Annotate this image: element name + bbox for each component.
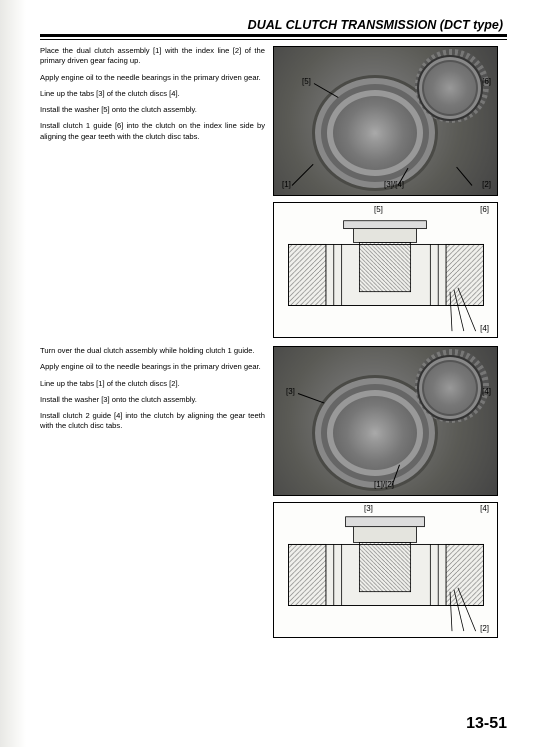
instruction-text: Apply engine oil to the needle bearings … [40,362,265,372]
cross-section-diagram [274,203,497,337]
instruction-text: Turn over the dual clutch assembly while… [40,346,265,356]
callout-label: [3]/[4] [384,180,404,189]
gear-icon [415,49,489,123]
section-2-text: Turn over the dual clutch assembly while… [40,346,265,638]
section-1: Place the dual clutch assembly [1] with … [40,46,507,338]
callout-label: [4] [480,504,489,513]
instruction-text: Install the washer [3] onto the clutch a… [40,395,265,405]
page-header-title: DUAL CLUTCH TRANSMISSION (DCT type) [40,18,507,32]
callout-label: [5] [374,205,383,214]
callout-label: [5] [302,77,311,86]
header-rule [40,34,507,40]
section-1-figures: [5] [6] [1] [3]/[4] [2] [273,46,507,338]
callout-label: [4] [480,324,489,333]
leader-line [314,83,339,98]
callout-label: [6] [482,77,491,86]
leader-line [456,167,472,186]
leader-line [298,393,325,404]
instruction-text: Install clutch 2 guide [4] into the clut… [40,411,265,432]
cross-section-diagram [274,503,497,637]
callout-label: [3] [286,387,295,396]
instruction-text: Line up the tabs [3] of the clutch discs… [40,89,265,99]
figure-diagram-1: [5] [6] [4] [273,202,498,338]
leader-line [446,83,464,94]
figure-diagram-2: [3] [4] [2] [273,502,498,638]
figure-photo-2: [3] [4] [1]/[2] [273,346,498,496]
instruction-text: Apply engine oil to the needle bearings … [40,73,265,83]
figure-photo-1: [5] [6] [1] [3]/[4] [2] [273,46,498,196]
page-number: 13-51 [466,715,507,733]
callout-label: [3] [364,504,373,513]
section-1-text: Place the dual clutch assembly [1] with … [40,46,265,338]
callout-label: [6] [480,205,489,214]
callout-label: [2] [480,624,489,633]
callout-label: [4] [482,387,491,396]
gear-icon [415,349,489,423]
section-2: Turn over the dual clutch assembly while… [40,346,507,638]
content: Place the dual clutch assembly [1] with … [40,46,507,638]
instruction-text: Install the washer [5] onto the clutch a… [40,105,265,115]
instruction-text: Install clutch 1 guide [6] into the clut… [40,121,265,142]
callout-label: [1] [282,180,291,189]
leader-line [392,465,400,486]
leader-line [292,164,314,186]
instruction-text: Place the dual clutch assembly [1] with … [40,46,265,67]
leader-line [450,393,470,403]
instruction-text: Line up the tabs [1] of the clutch discs… [40,379,265,389]
callout-label: [2] [482,180,491,189]
section-2-figures: [3] [4] [1]/[2] [273,346,507,638]
page: DUAL CLUTCH TRANSMISSION (DCT type) Plac… [0,0,533,747]
